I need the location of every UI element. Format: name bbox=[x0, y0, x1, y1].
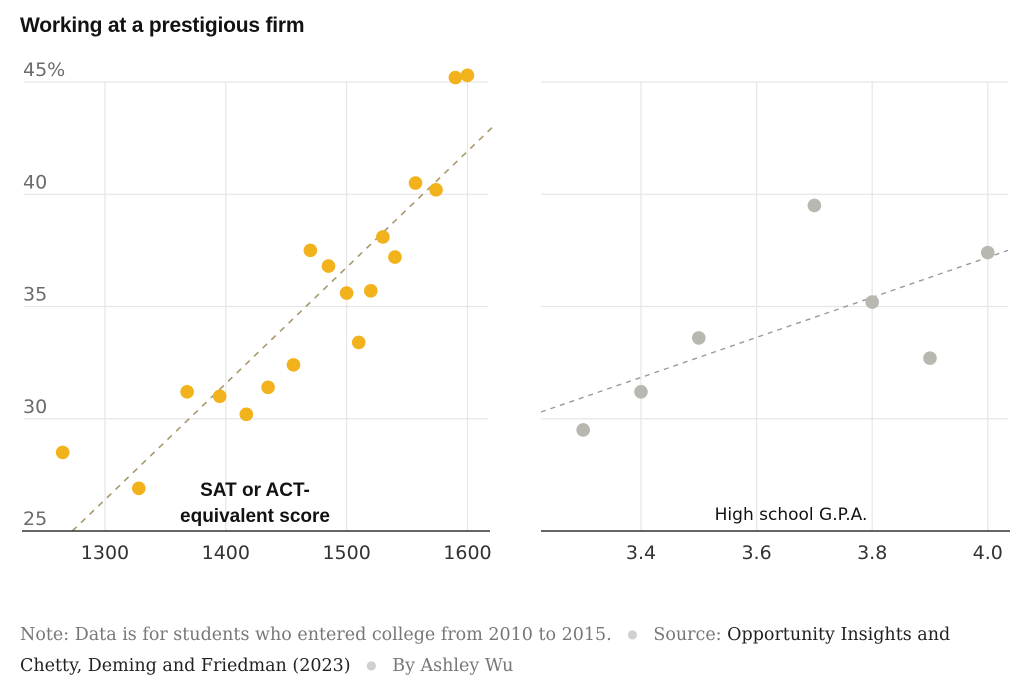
x-axis-label: equivalent score bbox=[180, 506, 330, 527]
x-tick-label: 1600 bbox=[443, 542, 491, 564]
data-point bbox=[429, 182, 443, 197]
trend-line bbox=[540, 249, 1009, 413]
chart-footer: Note: Data is for students who entered c… bbox=[20, 620, 1010, 682]
y-tick-label: 30 bbox=[23, 396, 47, 418]
chart-title: Working at a prestigious firm bbox=[20, 14, 305, 37]
data-point bbox=[286, 358, 301, 372]
data-point bbox=[339, 286, 354, 300]
source-label: Source: bbox=[653, 625, 722, 645]
x-axis-label: High school G.P.A. bbox=[715, 505, 868, 525]
separator-dot: ● bbox=[627, 627, 638, 641]
separator-dot: ● bbox=[366, 658, 377, 672]
trend-line bbox=[71, 126, 494, 532]
data-point bbox=[408, 176, 423, 190]
data-point bbox=[376, 230, 390, 244]
byline: By Ashley Wu bbox=[392, 656, 514, 676]
y-tick-label: 35 bbox=[23, 284, 47, 306]
data-point bbox=[351, 335, 366, 350]
data-point bbox=[180, 385, 194, 399]
data-point bbox=[691, 331, 706, 345]
x-tick-label: 3.6 bbox=[741, 542, 771, 564]
data-point bbox=[388, 250, 402, 264]
data-point bbox=[448, 70, 463, 85]
x-tick-label: 1500 bbox=[322, 542, 370, 564]
data-point bbox=[261, 380, 275, 395]
data-point bbox=[303, 243, 318, 258]
data-point bbox=[239, 407, 254, 422]
grid-layer bbox=[24, 81, 1008, 531]
x-tick-label: 1400 bbox=[202, 542, 250, 564]
x-tick-label: 3.8 bbox=[857, 542, 887, 564]
data-point bbox=[807, 198, 822, 213]
data-point bbox=[634, 385, 648, 399]
data-point bbox=[923, 351, 937, 365]
note-text: Data is for students who entered college… bbox=[74, 625, 612, 645]
data-point bbox=[460, 68, 475, 83]
data-point bbox=[576, 423, 590, 437]
data-point bbox=[363, 283, 378, 298]
x-axis-label: SAT or ACT- bbox=[200, 480, 310, 501]
source-text: Opportunity Insights and Chetty, Deming … bbox=[20, 625, 951, 676]
scatter-charts: 1300 1400 1500 1600 25 30 35 40 45% SAT or ACT-eq… bbox=[22, 59, 1010, 564]
data-point bbox=[212, 389, 227, 404]
label-layer: 1300 1400 1500 1600 25 30 35 40 45% SAT or ACT-eq… bbox=[23, 59, 1003, 564]
data-point bbox=[321, 259, 336, 273]
note-label: Note: bbox=[20, 625, 70, 645]
data-point bbox=[980, 245, 995, 260]
data-point bbox=[55, 445, 70, 460]
y-tick-label: 25 bbox=[23, 508, 47, 530]
x-tick-label: 3.4 bbox=[626, 542, 656, 564]
trend-layer bbox=[71, 126, 1009, 532]
y-tick-label: 40 bbox=[23, 171, 47, 193]
data-point bbox=[865, 295, 879, 309]
y-tick-label: 45% bbox=[23, 59, 65, 81]
x-tick-label: 1300 bbox=[81, 542, 129, 564]
x-tick-label: 4.0 bbox=[973, 542, 1003, 564]
dot-layer bbox=[55, 68, 995, 496]
data-point bbox=[131, 481, 146, 496]
